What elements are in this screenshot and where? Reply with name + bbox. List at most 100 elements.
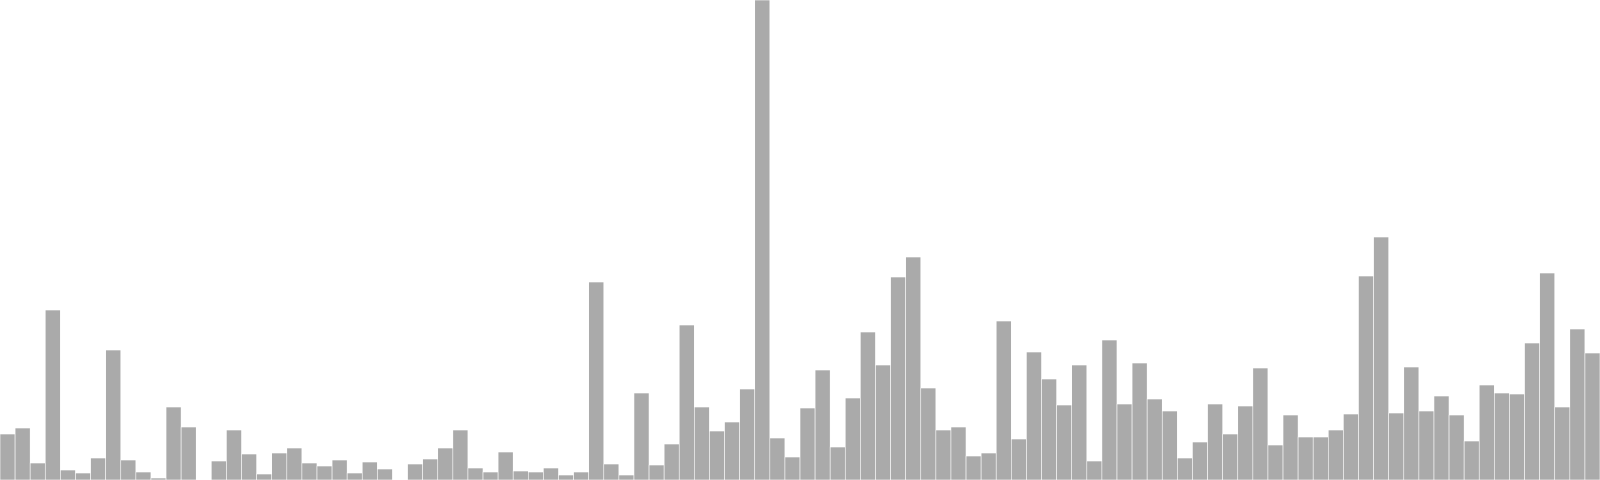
bar-78 [1177, 457, 1193, 480]
bar-42 [633, 392, 650, 480]
bar-63 [950, 426, 967, 480]
bar-62 [935, 429, 952, 480]
bar-84 [1267, 444, 1284, 480]
bar-82 [1237, 405, 1254, 480]
bar-41 [618, 474, 635, 480]
bar-97 [1463, 440, 1480, 480]
bar-46 [694, 406, 710, 480]
bar-98 [1478, 384, 1495, 480]
bar-50 [754, 0, 771, 480]
bar-20 [301, 462, 318, 480]
bar-30 [452, 429, 469, 480]
bar-39 [588, 281, 605, 480]
bar-71 [1071, 364, 1088, 480]
bar-32 [482, 471, 499, 480]
bar-95 [1433, 395, 1450, 480]
bar-18 [271, 452, 288, 480]
bar-100 [1509, 393, 1525, 480]
bar-7 [105, 349, 122, 480]
bar-28 [422, 458, 439, 480]
bar-60 [905, 256, 922, 480]
bar-99 [1494, 392, 1510, 480]
bar-57 [860, 331, 876, 480]
bar-53 [799, 407, 816, 480]
bar-104 [1569, 328, 1586, 480]
bar-58 [875, 364, 891, 480]
bar-35 [527, 471, 544, 480]
bar-27 [407, 463, 423, 480]
bar-77 [1161, 410, 1178, 480]
bar-11 [165, 406, 182, 480]
bar-22 [331, 459, 348, 480]
bar-19 [286, 447, 303, 480]
bar-47 [709, 430, 725, 480]
bar-23 [346, 472, 363, 480]
bar-37 [558, 474, 574, 480]
bar-8 [120, 459, 137, 480]
bar-105 [1584, 352, 1600, 480]
bar-90 [1358, 275, 1374, 480]
bar-61 [920, 387, 937, 480]
bar-94 [1418, 410, 1435, 480]
bar-72 [1086, 460, 1103, 480]
bar-44 [663, 443, 680, 480]
bar-66 [995, 320, 1012, 480]
bar-48 [724, 421, 740, 480]
bar-59 [890, 276, 906, 480]
bar-25 [377, 468, 393, 480]
bar-3 [44, 309, 61, 480]
bar-14 [211, 460, 227, 480]
bar-70 [1056, 404, 1072, 480]
bar-101 [1524, 342, 1540, 480]
bar-85 [1282, 414, 1299, 480]
bar-0 [0, 433, 16, 480]
bar-76 [1146, 398, 1163, 480]
bar-29 [437, 447, 454, 480]
bar-79 [1192, 441, 1208, 480]
bar-83 [1252, 367, 1269, 480]
bar-69 [1041, 378, 1057, 480]
bar-17 [256, 473, 272, 480]
bar-2 [29, 462, 46, 480]
bar-73 [1101, 339, 1118, 480]
bar-5 [75, 472, 91, 480]
bar-49 [739, 388, 756, 480]
bar-45 [678, 324, 695, 480]
bar-88 [1328, 429, 1344, 480]
bar-64 [965, 455, 982, 480]
bar-87 [1312, 436, 1329, 480]
bar-24 [361, 461, 378, 480]
bar-74 [1116, 403, 1133, 480]
bar-89 [1343, 413, 1359, 480]
bar-103 [1554, 406, 1571, 480]
bar-81 [1222, 433, 1239, 480]
bar-54 [814, 369, 831, 480]
bar-12 [180, 426, 197, 480]
bar-56 [844, 397, 861, 480]
bar-16 [241, 453, 257, 480]
bar-92 [1388, 412, 1405, 480]
bar-75 [1131, 362, 1148, 480]
bar-15 [226, 429, 242, 480]
bar-52 [784, 456, 801, 480]
bar-102 [1539, 272, 1556, 480]
bar-40 [603, 463, 620, 480]
bar-31 [467, 467, 484, 480]
bar-9 [135, 471, 152, 480]
bar-51 [769, 437, 786, 480]
bar-4 [60, 469, 76, 480]
bar-34 [512, 470, 529, 480]
bar-33 [497, 451, 514, 480]
bar-96 [1448, 414, 1465, 480]
bar-38 [573, 471, 589, 480]
bar-80 [1207, 403, 1223, 480]
bar-67 [1011, 438, 1027, 480]
bar-93 [1403, 366, 1420, 480]
bar-65 [980, 452, 997, 480]
bar-86 [1297, 436, 1314, 480]
bar-43 [648, 464, 665, 480]
bar-6 [90, 457, 106, 480]
bar-1 [14, 427, 31, 480]
bar-91 [1373, 236, 1389, 480]
